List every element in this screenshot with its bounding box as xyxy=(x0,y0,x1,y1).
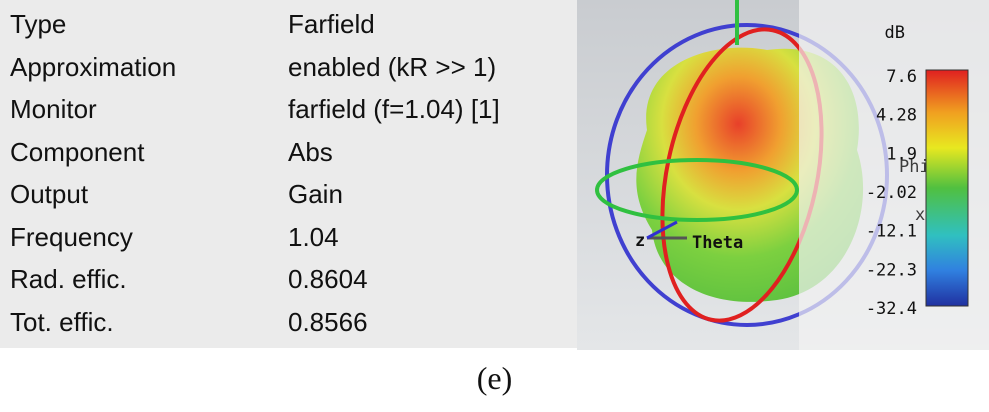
colorbar-label: -22.3 xyxy=(866,260,917,280)
axis-label: Theta xyxy=(692,233,743,253)
ring xyxy=(595,158,799,222)
property-row: Output Gain xyxy=(0,173,577,215)
property-row: Type Farfield xyxy=(0,3,577,45)
property-row: Component Abs xyxy=(0,131,577,173)
colorbar-labels: 7.6 4.28 1.9 -2.02 -12.1 -22.3 -32.4 xyxy=(866,67,917,319)
properties-panel: Type Farfield Approximation enabled (kR >> … xyxy=(0,0,577,348)
property-row: Frequency 1.04 xyxy=(0,216,577,258)
property-value: 1.04 xyxy=(288,221,339,252)
property-row: Tot. effic. 0.8566 xyxy=(0,301,577,343)
property-value: Gain xyxy=(288,179,343,209)
colorbar-label: -2.02 xyxy=(866,183,917,203)
axis-label: Phi xyxy=(899,157,930,177)
colorbar-unit: dB xyxy=(885,23,905,43)
property-value: 0.8566 xyxy=(288,306,368,337)
property-key: Tot. effic. xyxy=(10,306,114,337)
axis-label: x xyxy=(915,205,925,225)
property-key: Output xyxy=(10,179,89,209)
property-value: Abs xyxy=(288,136,333,167)
colorbar-label: 1.9 xyxy=(886,144,917,164)
property-row: Approximation enabled (kR >> 1) xyxy=(0,46,577,88)
property-key: Frequency xyxy=(10,221,133,252)
caption: (e) xyxy=(476,360,513,396)
property-key: Rad. effic. xyxy=(10,264,127,294)
colorbar xyxy=(925,69,969,307)
colorbar-label: -32.4 xyxy=(866,299,917,319)
property-key: Approximation xyxy=(10,51,177,82)
property-row: Monitor farfield (f=1.04) [1] xyxy=(0,88,577,130)
colorbar-label: 7.6 xyxy=(886,67,917,87)
property-key: Component xyxy=(10,136,145,167)
axis-label: z xyxy=(635,231,645,251)
property-value: farfield (f=1.04) [1] xyxy=(288,94,500,124)
colorbar-label: -12.1 xyxy=(866,222,917,242)
colorbar-label: 4.28 xyxy=(876,106,917,126)
property-value: 0.8604 xyxy=(288,264,368,294)
property-value: Farfield xyxy=(288,9,375,39)
property-row: Rad. effic. 0.8604 xyxy=(0,258,577,300)
axis-line xyxy=(646,220,678,240)
property-value: enabled (kR >> 1) xyxy=(288,51,497,82)
property-key: Monitor xyxy=(10,94,97,124)
farfield-plot: Theta z Phi x dB 7.6 4.28 1.9 -2.02 -12.1 -22… xyxy=(577,0,989,350)
property-key: Type xyxy=(10,9,67,39)
